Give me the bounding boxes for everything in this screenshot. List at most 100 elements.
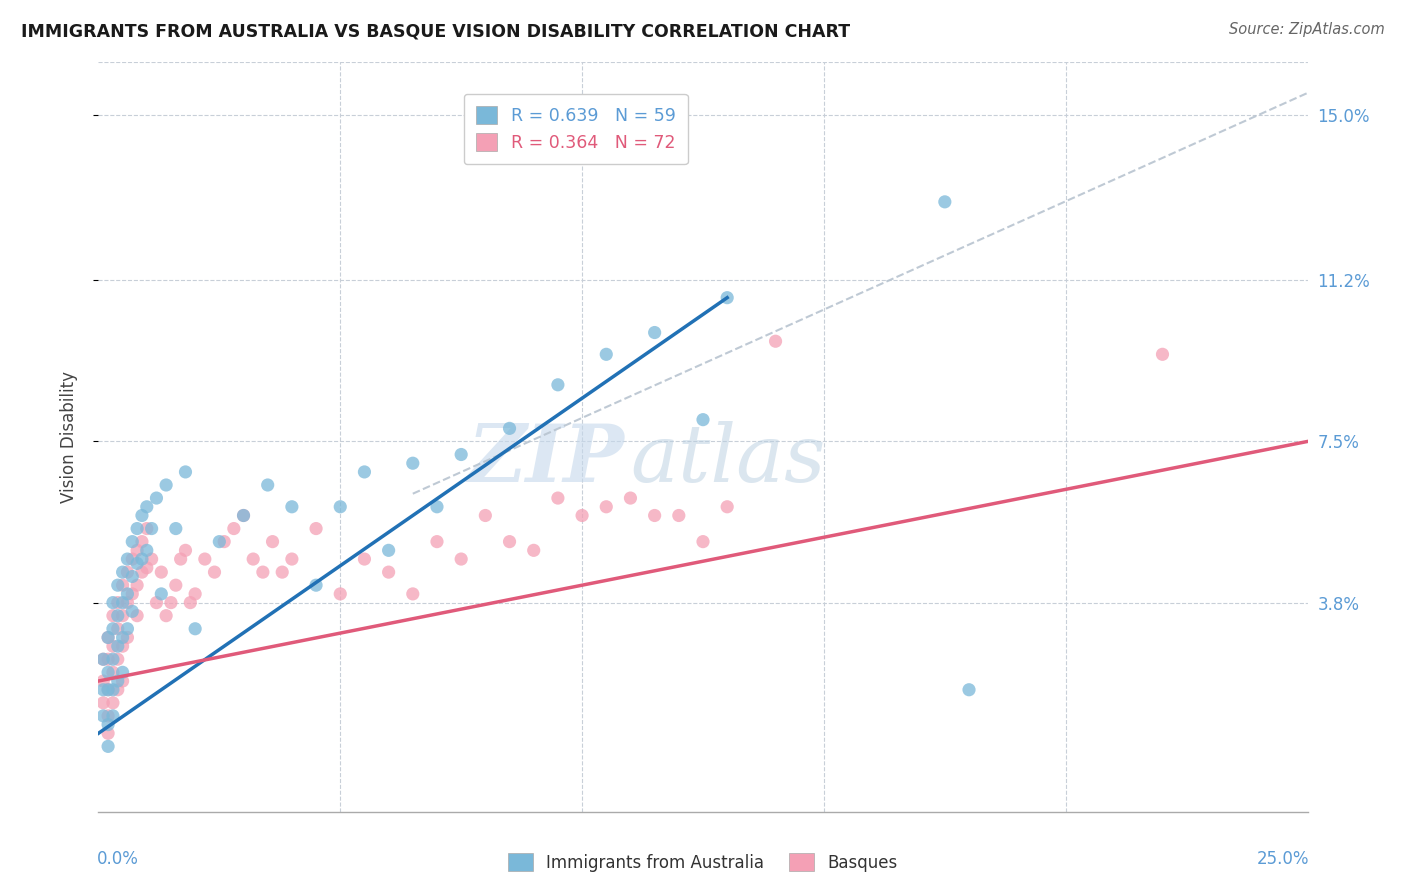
Point	[121, 569, 143, 583]
Point	[262, 534, 284, 549]
Point	[135, 522, 157, 536]
Point	[692, 534, 714, 549]
Point	[271, 565, 294, 579]
Point	[256, 478, 278, 492]
Point	[97, 652, 120, 666]
Point	[145, 491, 167, 505]
Point	[402, 587, 425, 601]
Point	[111, 578, 134, 592]
Point	[107, 578, 129, 592]
Point	[101, 639, 124, 653]
Point	[141, 522, 163, 536]
Point	[329, 587, 352, 601]
Point	[1152, 347, 1174, 361]
Point	[135, 543, 157, 558]
Point	[692, 412, 714, 426]
Point	[184, 587, 207, 601]
Point	[107, 639, 129, 653]
Point	[716, 291, 738, 305]
Point	[127, 557, 149, 571]
Point	[97, 717, 120, 731]
Point	[155, 478, 177, 492]
Point	[174, 543, 197, 558]
Point	[135, 561, 157, 575]
Text: IMMIGRANTS FROM AUSTRALIA VS BASQUE VISION DISABILITY CORRELATION CHART: IMMIGRANTS FROM AUSTRALIA VS BASQUE VISI…	[21, 22, 851, 40]
Point	[111, 665, 134, 680]
Point	[107, 622, 129, 636]
Point	[212, 534, 235, 549]
Point	[117, 631, 139, 645]
Point	[145, 596, 167, 610]
Point	[97, 631, 120, 645]
Point	[135, 500, 157, 514]
Point	[121, 552, 143, 566]
Point	[97, 682, 120, 697]
Point	[91, 652, 114, 666]
Point	[91, 673, 114, 688]
Point	[117, 596, 139, 610]
Point	[426, 500, 449, 514]
Point	[174, 465, 197, 479]
Text: 25.0%: 25.0%	[1257, 850, 1309, 868]
Point	[305, 522, 328, 536]
Point	[91, 682, 114, 697]
Point	[150, 565, 173, 579]
Point	[97, 631, 120, 645]
Point	[450, 552, 472, 566]
Point	[498, 421, 520, 435]
Point	[547, 377, 569, 392]
Point	[208, 534, 231, 549]
Point	[595, 500, 617, 514]
Point	[353, 552, 375, 566]
Point	[101, 596, 124, 610]
Point	[377, 543, 399, 558]
Point	[160, 596, 183, 610]
Point	[595, 347, 617, 361]
Point	[131, 565, 153, 579]
Point	[150, 587, 173, 601]
Point	[117, 565, 139, 579]
Point	[450, 448, 472, 462]
Point	[101, 665, 124, 680]
Point	[127, 522, 149, 536]
Point	[165, 522, 187, 536]
Point	[281, 552, 304, 566]
Point	[107, 652, 129, 666]
Point	[402, 456, 425, 470]
Point	[498, 534, 520, 549]
Point	[91, 696, 114, 710]
Point	[353, 465, 375, 479]
Point	[101, 652, 124, 666]
Point	[131, 508, 153, 523]
Point	[107, 673, 129, 688]
Point	[281, 500, 304, 514]
Text: Source: ZipAtlas.com: Source: ZipAtlas.com	[1229, 22, 1385, 37]
Point	[131, 534, 153, 549]
Point	[194, 552, 217, 566]
Point	[121, 604, 143, 618]
Point	[252, 565, 274, 579]
Point	[91, 709, 114, 723]
Point	[101, 709, 124, 723]
Point	[644, 508, 666, 523]
Point	[179, 596, 201, 610]
Point	[474, 508, 496, 523]
Point	[127, 578, 149, 592]
Point	[141, 552, 163, 566]
Text: ZIP: ZIP	[468, 421, 624, 499]
Point	[101, 608, 124, 623]
Point	[547, 491, 569, 505]
Point	[97, 726, 120, 740]
Point	[131, 552, 153, 566]
Point	[169, 552, 191, 566]
Point	[111, 608, 134, 623]
Point	[97, 709, 120, 723]
Point	[155, 608, 177, 623]
Legend: Immigrants from Australia, Basques: Immigrants from Australia, Basques	[502, 847, 904, 879]
Point	[644, 326, 666, 340]
Point	[127, 543, 149, 558]
Point	[305, 578, 328, 592]
Point	[184, 622, 207, 636]
Point	[204, 565, 226, 579]
Point	[232, 508, 254, 523]
